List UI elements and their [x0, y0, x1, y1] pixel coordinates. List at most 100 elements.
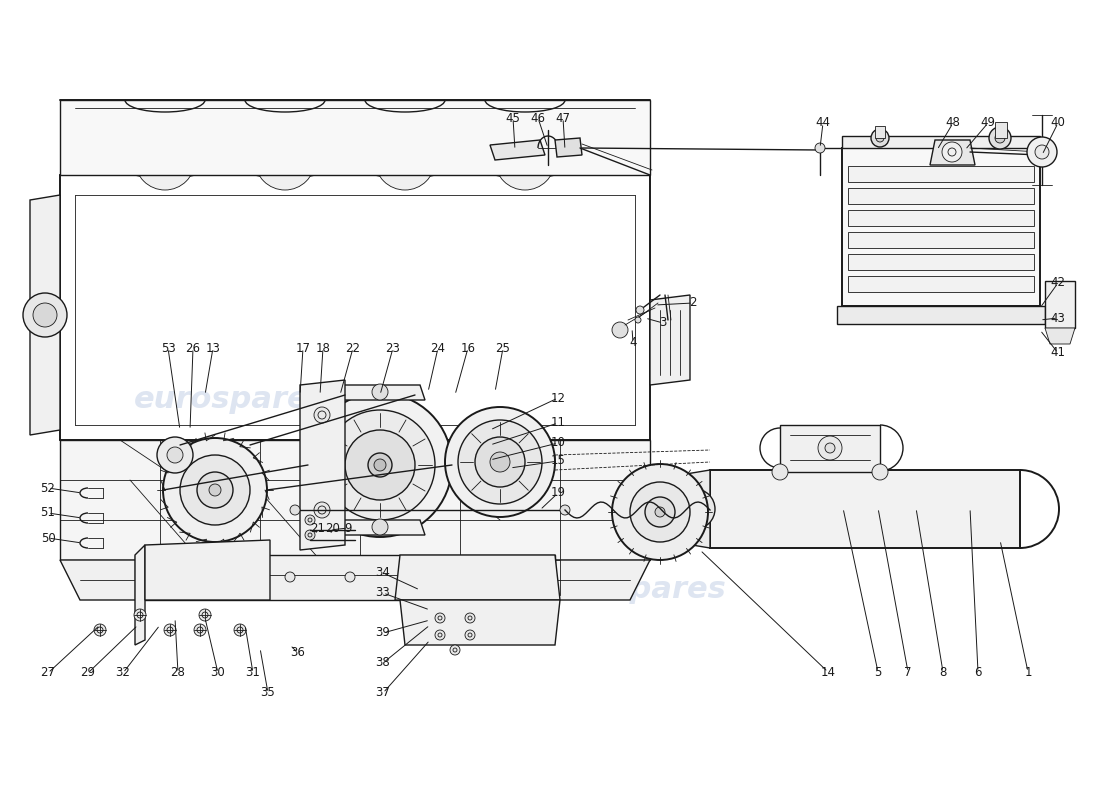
Text: 48: 48 — [946, 117, 960, 130]
Circle shape — [685, 499, 705, 519]
Circle shape — [393, 148, 417, 172]
Circle shape — [165, 572, 175, 582]
Circle shape — [458, 420, 542, 504]
Circle shape — [513, 148, 537, 172]
Circle shape — [1027, 137, 1057, 167]
Text: 23: 23 — [386, 342, 400, 354]
Circle shape — [157, 437, 192, 473]
Text: 26: 26 — [186, 342, 200, 354]
Text: 20: 20 — [326, 522, 340, 534]
Circle shape — [871, 129, 889, 147]
Circle shape — [134, 609, 146, 621]
Circle shape — [515, 572, 525, 582]
Text: 7: 7 — [904, 666, 912, 678]
Text: 44: 44 — [815, 117, 830, 130]
Circle shape — [989, 127, 1011, 149]
Polygon shape — [556, 138, 582, 157]
Polygon shape — [300, 380, 345, 550]
Circle shape — [33, 303, 57, 327]
Circle shape — [450, 645, 460, 655]
Polygon shape — [1045, 281, 1075, 328]
Circle shape — [405, 572, 415, 582]
Text: 14: 14 — [821, 666, 836, 678]
Text: 51: 51 — [41, 506, 55, 519]
Circle shape — [612, 322, 628, 338]
Circle shape — [374, 459, 386, 471]
Circle shape — [345, 572, 355, 582]
Circle shape — [314, 407, 330, 423]
Text: 34: 34 — [375, 566, 390, 579]
Circle shape — [209, 484, 221, 496]
Circle shape — [465, 613, 475, 623]
Polygon shape — [336, 520, 425, 535]
Circle shape — [305, 515, 315, 525]
Text: 16: 16 — [461, 342, 475, 354]
Bar — [874, 126, 886, 138]
Polygon shape — [650, 295, 690, 385]
Circle shape — [197, 472, 233, 508]
Text: 27: 27 — [41, 666, 55, 679]
Bar — [848, 166, 1034, 182]
Circle shape — [654, 507, 666, 517]
Circle shape — [876, 134, 884, 142]
Circle shape — [372, 384, 388, 400]
Text: 42: 42 — [1050, 277, 1066, 290]
Text: 46: 46 — [530, 111, 546, 125]
Circle shape — [368, 453, 392, 477]
Circle shape — [324, 410, 435, 520]
Text: 3: 3 — [659, 317, 667, 330]
Circle shape — [434, 613, 446, 623]
Polygon shape — [780, 425, 880, 472]
Text: 1: 1 — [1024, 666, 1032, 678]
Polygon shape — [30, 195, 60, 435]
Polygon shape — [680, 470, 710, 548]
Circle shape — [167, 447, 183, 463]
Circle shape — [872, 464, 888, 480]
Circle shape — [180, 455, 250, 525]
Text: 6: 6 — [975, 666, 981, 678]
Text: 18: 18 — [316, 342, 330, 354]
Circle shape — [285, 572, 295, 582]
Circle shape — [194, 624, 206, 636]
Circle shape — [273, 148, 297, 172]
Circle shape — [560, 505, 570, 515]
Bar — [848, 210, 1034, 226]
Circle shape — [345, 430, 415, 500]
Circle shape — [375, 130, 434, 190]
Bar — [848, 232, 1034, 248]
Circle shape — [372, 519, 388, 535]
Bar — [996, 122, 1006, 138]
Circle shape — [164, 624, 176, 636]
Circle shape — [825, 443, 835, 453]
Circle shape — [942, 142, 962, 162]
Circle shape — [630, 482, 690, 542]
Text: eurospares: eurospares — [534, 575, 726, 605]
Text: 49: 49 — [980, 117, 996, 130]
Text: 9: 9 — [344, 522, 352, 534]
Text: 2: 2 — [690, 297, 696, 310]
Circle shape — [234, 624, 246, 636]
Circle shape — [163, 438, 267, 542]
Text: 10: 10 — [551, 437, 565, 450]
Text: 11: 11 — [550, 417, 565, 430]
Polygon shape — [145, 540, 270, 600]
Text: 4: 4 — [629, 337, 637, 350]
Circle shape — [446, 407, 556, 517]
Polygon shape — [710, 470, 1020, 548]
Polygon shape — [842, 136, 1040, 148]
Polygon shape — [336, 385, 425, 400]
Text: 30: 30 — [210, 666, 225, 679]
Circle shape — [636, 306, 644, 314]
Text: 22: 22 — [345, 342, 361, 354]
Text: 29: 29 — [80, 666, 96, 679]
Circle shape — [290, 505, 300, 515]
Text: 37: 37 — [375, 686, 390, 699]
Text: 47: 47 — [556, 111, 571, 125]
Circle shape — [1035, 145, 1049, 159]
Text: 15: 15 — [551, 454, 565, 467]
Circle shape — [135, 130, 195, 190]
Text: 50: 50 — [41, 531, 55, 545]
Text: 8: 8 — [939, 666, 947, 678]
Polygon shape — [60, 560, 650, 600]
Text: 13: 13 — [206, 342, 220, 354]
